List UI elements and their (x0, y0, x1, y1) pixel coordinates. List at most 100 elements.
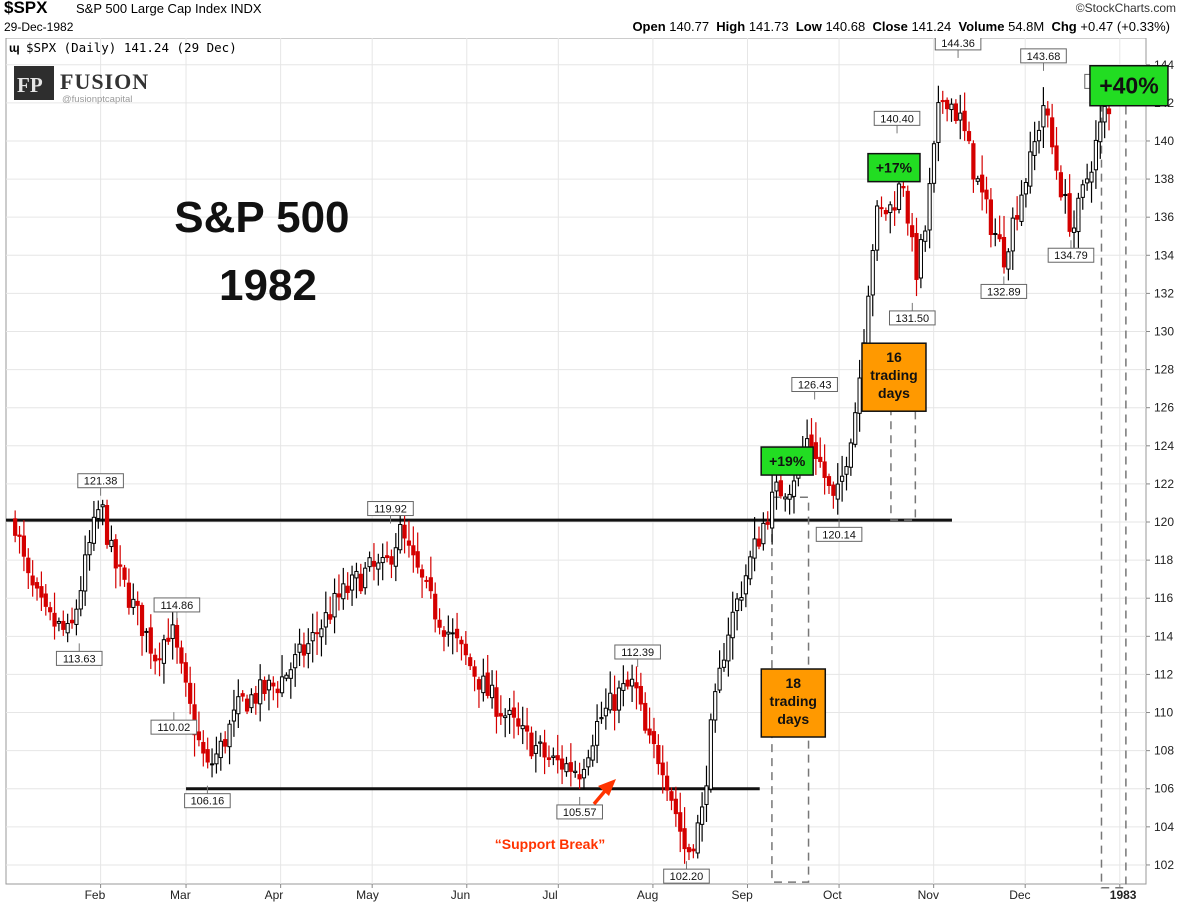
price-candle-body (376, 562, 381, 570)
price-candle-body (875, 205, 880, 251)
price-candle-body (599, 717, 604, 720)
price-callout: 144.36 (934, 38, 982, 58)
price-candle-body (1076, 197, 1081, 233)
y-tick-label: 132 (1154, 286, 1174, 300)
price-candle-body (516, 718, 521, 727)
legend-text: $SPX (Daily) 141.24 (29 Dec) (26, 40, 237, 55)
trading-days-line: 16 (886, 349, 902, 365)
pct-gain-box: +19% (760, 446, 814, 476)
price-candle-body (188, 682, 193, 704)
callout-box (367, 501, 414, 517)
price-candle-body (765, 521, 770, 525)
source-credit: ©StockCharts.com (1075, 1, 1176, 15)
price-candle-body (406, 540, 412, 546)
price-candle-body (577, 774, 582, 780)
x-tick-label: Nov (918, 888, 939, 902)
callout-box (663, 868, 710, 884)
price-candle-body (446, 631, 451, 635)
price-candle-body (551, 755, 556, 758)
price-candle-body (559, 758, 565, 770)
price-candle-body (988, 199, 993, 235)
price-candle-body (713, 691, 718, 721)
price-candle-body (805, 438, 810, 448)
volume-value: 54.8M (1008, 19, 1045, 34)
price-candle-body (529, 732, 534, 757)
price-candle-body (726, 634, 731, 662)
price-candle-body (249, 694, 254, 709)
price-candle-body (240, 693, 245, 697)
price-candle-body (262, 679, 267, 694)
price-candle-body (402, 524, 407, 539)
price-callout: 120.14 (815, 519, 863, 542)
price-candle-body (538, 741, 543, 744)
y-tick-label: 118 (1154, 553, 1173, 567)
price-callout: 140.40 (873, 110, 921, 134)
price-candle-body (437, 619, 442, 628)
price-candle-body (752, 538, 757, 559)
callout-box (184, 793, 231, 809)
callout-box (888, 310, 936, 326)
price-candle-body (468, 657, 473, 667)
chart-title-line-2: 1982 (219, 261, 317, 310)
logo-mark: FP (17, 73, 43, 97)
trading-days-label: 18 trading days (770, 675, 817, 727)
price-candle-body (332, 592, 337, 618)
price-candle-body (209, 763, 215, 766)
price-candle-body (56, 620, 62, 624)
price-candle-body (61, 620, 66, 630)
price-candle-body (717, 667, 722, 691)
y-tick-label: 122 (1154, 477, 1174, 491)
trading-days-box: 18 trading days (760, 668, 827, 738)
price-candle-body (1054, 145, 1059, 171)
x-tick-label: May (356, 888, 379, 902)
price-candle-body (638, 685, 643, 705)
price-candle-body (669, 791, 674, 801)
callout-label: 110.02 (157, 722, 190, 734)
price-candle-body (13, 518, 18, 536)
price-candle-body (608, 692, 613, 711)
price-callout: 126.43 (791, 377, 838, 400)
price-candle-body (831, 484, 836, 496)
price-candle-body (380, 557, 385, 564)
callout-label: 114.86 (160, 600, 193, 612)
price-candle-body (1102, 105, 1107, 123)
price-candle-body (109, 539, 114, 548)
price-candle-body (1041, 105, 1046, 128)
price-callout: 113.63 (55, 643, 103, 666)
price-candle-body (603, 707, 608, 717)
price-candle-body (660, 762, 665, 776)
price-candle-body (476, 679, 482, 690)
price-candle-body (349, 574, 355, 591)
x-tick-label: Jun (451, 888, 470, 902)
price-candle-body (1015, 215, 1020, 220)
price-candle-body (953, 103, 958, 122)
price-candle-body (721, 659, 727, 668)
callout-box (556, 804, 603, 820)
price-candle-body (389, 556, 394, 565)
chg-label: Chg (1051, 19, 1077, 34)
price-candle-body (590, 745, 595, 761)
price-candle-body (336, 593, 342, 598)
price-candle-body (918, 239, 923, 279)
support-lines (6, 518, 952, 791)
callout-label: 112.39 (621, 647, 654, 659)
price-candle-body (892, 207, 897, 211)
price-candle-body (770, 491, 775, 529)
price-candle-body (997, 234, 1002, 240)
price-candle-body (503, 715, 508, 719)
price-candle-body (214, 753, 219, 765)
price-candle-body (905, 190, 910, 224)
price-candle-body (78, 590, 83, 610)
pct-gain-box: +40% (1089, 64, 1169, 107)
price-candle-body (91, 516, 97, 544)
price-candle-body (411, 545, 416, 556)
price-candle-body (1058, 172, 1063, 198)
y-tick-label: 138 (1154, 172, 1174, 186)
price-candle-body (52, 612, 57, 627)
price-candle-body (883, 210, 888, 215)
callout-label: 131.50 (895, 313, 929, 325)
price-callout: 131.50 (888, 302, 936, 326)
price-candle-body (310, 632, 315, 642)
low-label: Low (795, 19, 822, 34)
price-callout: 105.57 (556, 796, 603, 820)
